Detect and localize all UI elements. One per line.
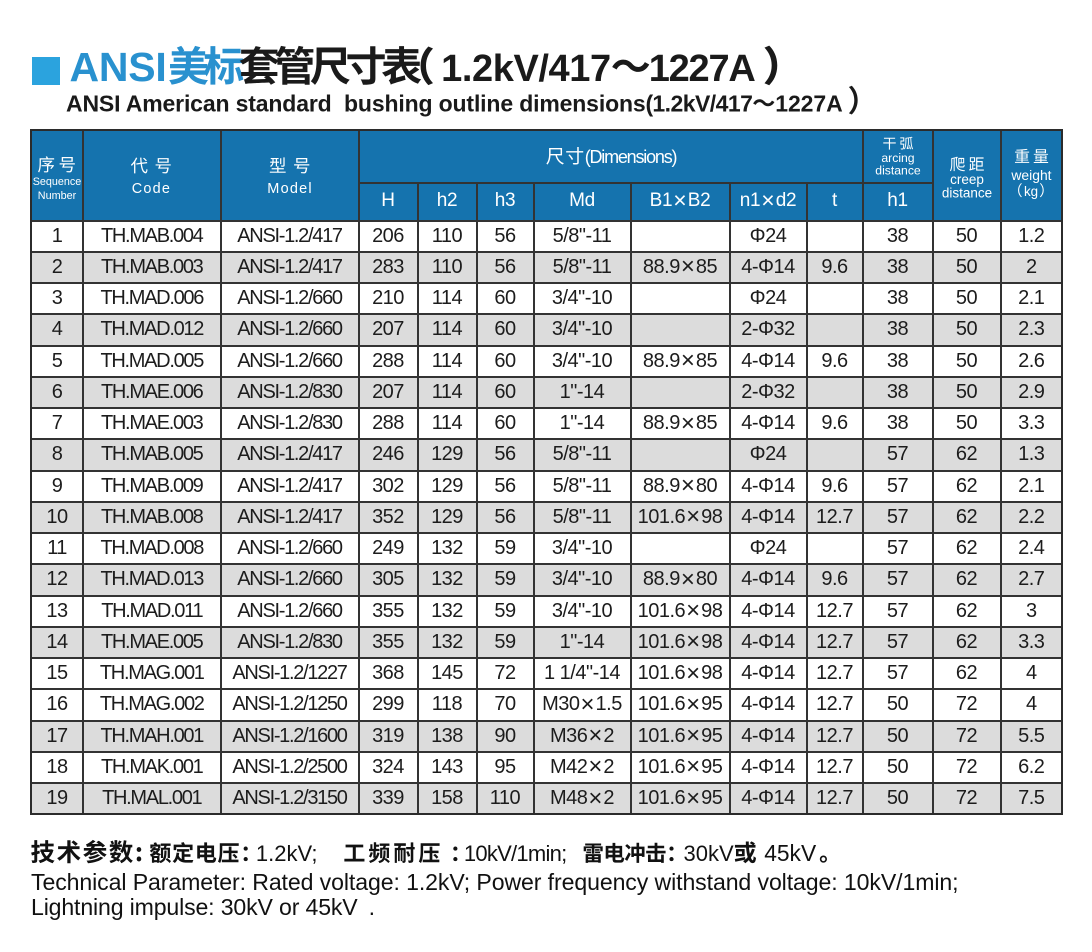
svg-text:1227A: 1227A bbox=[775, 91, 842, 117]
svg-text:10kV/1min;: 10kV/1min; bbox=[464, 841, 567, 866]
svg-text:Sequence: Sequence bbox=[33, 176, 82, 188]
svg-text:ANSI American standard bushin: ANSI American standard bushing outline d… bbox=[66, 91, 654, 117]
svg-text:30kV: 30kV bbox=[684, 841, 734, 866]
svg-text:distance: distance bbox=[875, 164, 921, 178]
svg-text:Number: Number bbox=[38, 190, 77, 202]
svg-text:kg: kg bbox=[1024, 184, 1038, 199]
svg-text:weight: weight bbox=[1010, 167, 1051, 183]
svg-text:Lightning impulse: 30kV or 45k: Lightning impulse: 30kV or 45kV bbox=[31, 894, 358, 920]
svg-text:.: . bbox=[369, 894, 375, 920]
svg-text:Technical Parameter: Rated vol: Technical Parameter: Rated voltage: 1.2k… bbox=[31, 869, 958, 895]
svg-text:45kV: 45kV bbox=[764, 840, 817, 866]
svg-text:1.2kV;: 1.2kV; bbox=[256, 841, 318, 866]
svg-text:1.2kV/417: 1.2kV/417 bbox=[652, 91, 752, 117]
svg-text:1.2kV/417: 1.2kV/417 bbox=[441, 48, 611, 90]
svg-text:Code: Code bbox=[132, 181, 171, 197]
svg-text:distance: distance bbox=[941, 186, 991, 201]
svg-text:ANSI: ANSI bbox=[70, 44, 167, 90]
svg-text:creep: creep bbox=[950, 172, 984, 187]
svg-text:(Dimensions): (Dimensions) bbox=[584, 147, 676, 167]
svg-text:arcing: arcing bbox=[881, 151, 914, 165]
svg-text:1227A: 1227A bbox=[649, 48, 756, 90]
svg-text:Model: Model bbox=[267, 181, 313, 197]
